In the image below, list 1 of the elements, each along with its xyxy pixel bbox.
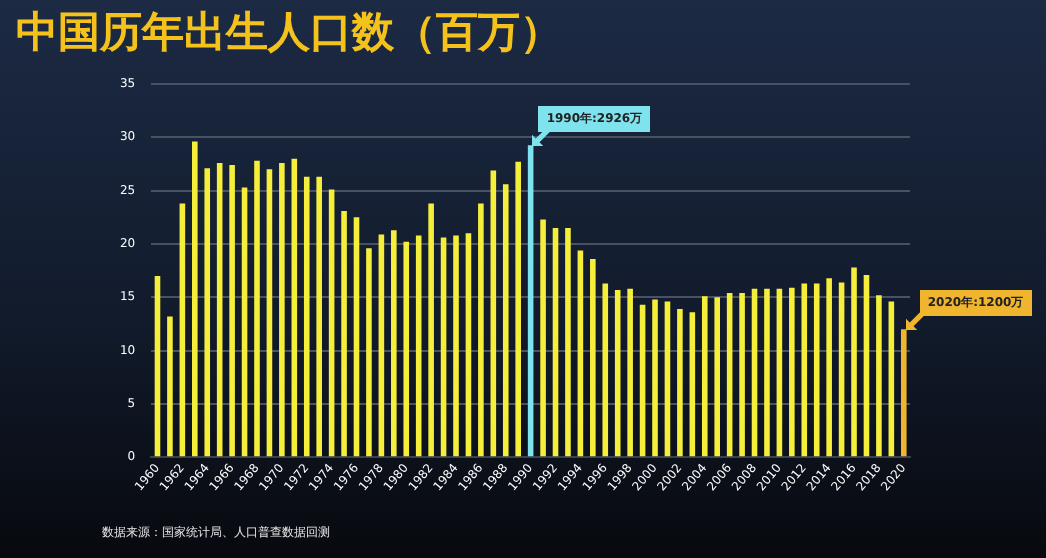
chart-title: 中国历年出生人口数（百万） [16,6,562,60]
